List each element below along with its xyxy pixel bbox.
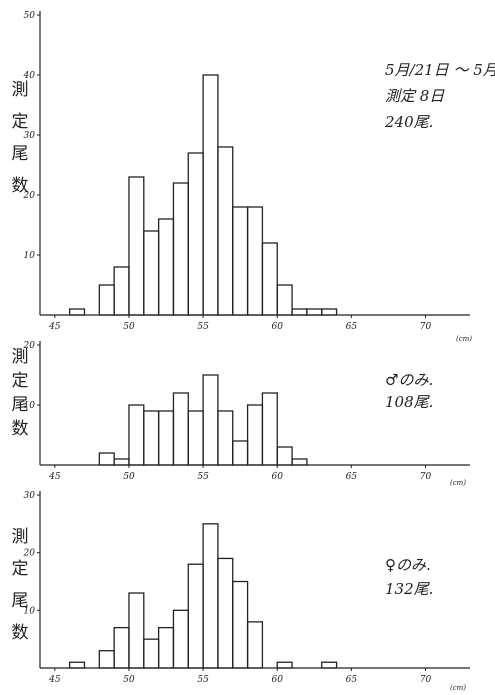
histogram-bar xyxy=(232,440,249,466)
annotation-line: ♂のみ. xyxy=(385,371,433,389)
histogram-bar xyxy=(128,404,145,466)
x-tick-label: 70 xyxy=(420,675,432,685)
histogram-bar xyxy=(98,284,115,316)
y-tick-label: 10 xyxy=(24,606,36,616)
y-tick-label: 20 xyxy=(23,191,36,201)
x-tick-label: 65 xyxy=(346,472,358,482)
annotation-line: 132尾. xyxy=(385,580,433,598)
histogram-bar xyxy=(157,626,175,669)
histogram-bar xyxy=(98,452,115,466)
histogram-bar xyxy=(232,580,249,669)
y-tick-label: 20 xyxy=(23,549,36,559)
y-tick-label: 40 xyxy=(23,71,36,81)
histogram-bar xyxy=(291,458,308,466)
histogram-bar xyxy=(143,410,160,466)
x-tick-label: 50 xyxy=(123,322,135,332)
y-tick-label: 50 xyxy=(24,11,36,21)
x-tick-label: 55 xyxy=(197,472,209,482)
histogram-bar xyxy=(306,308,323,316)
y-tick-label: 10 xyxy=(24,251,36,261)
histogram-bar xyxy=(276,661,293,669)
y-axis-label-char: 数 xyxy=(12,623,29,643)
x-tick-label: 60 xyxy=(272,472,284,482)
histogram-bar xyxy=(98,650,115,669)
x-tick-label: 60 xyxy=(272,322,284,332)
histogram-bar xyxy=(172,182,189,316)
y-tick-label: 20 xyxy=(23,341,36,351)
histogram-bar xyxy=(157,218,175,316)
histogram-bar xyxy=(143,230,160,316)
y-tick-label: 10 xyxy=(24,401,36,411)
x-unit-label: (cm) xyxy=(450,684,466,692)
annotation-line: 240尾. xyxy=(384,113,433,131)
x-tick-label: 45 xyxy=(48,675,61,685)
x-tick-label: 70 xyxy=(420,472,432,482)
annotation-line: 108尾. xyxy=(385,393,433,411)
histogram-bar xyxy=(172,392,189,466)
x-unit-label: (cm) xyxy=(456,335,472,343)
histogram-bar xyxy=(187,563,204,669)
histogram-bar xyxy=(187,152,204,316)
x-tick-label: 65 xyxy=(346,675,358,685)
y-axis-label-char: 数 xyxy=(12,419,29,439)
histogram-bar xyxy=(172,609,189,669)
y-tick-label: 30 xyxy=(24,491,36,501)
histogram-bar xyxy=(276,446,293,466)
x-tick-label: 70 xyxy=(420,322,432,332)
x-tick-label: 65 xyxy=(346,322,358,332)
histogram-bar xyxy=(291,308,308,316)
histogram-bar xyxy=(246,206,264,316)
x-tick-label: 50 xyxy=(123,472,135,482)
y-axis-label-char: 定 xyxy=(12,371,29,391)
histogram-bar xyxy=(157,410,175,466)
histogram-bar xyxy=(232,206,249,316)
y-tick-label: 30 xyxy=(24,131,36,141)
histogram-bar xyxy=(246,621,264,669)
histogram-bar xyxy=(113,266,130,316)
histogram-bar xyxy=(321,661,338,669)
histogram-bar xyxy=(128,176,145,316)
x-tick-label: 60 xyxy=(272,675,284,685)
histogram-bar xyxy=(69,661,86,669)
y-axis-label-char: 定 xyxy=(12,112,29,132)
annotation-line: ♀のみ. xyxy=(385,556,431,574)
histogram-bar xyxy=(261,392,278,466)
histogram-bar xyxy=(321,308,338,316)
y-axis-label-char: 尾 xyxy=(12,144,29,164)
y-axis-label-char: 測 xyxy=(12,80,29,100)
histogram-bar xyxy=(187,410,204,466)
annotation-line: 5月/21日 〜 5月/28日 xyxy=(385,61,495,79)
histogram-bar xyxy=(276,284,293,316)
histogram-bar xyxy=(128,592,145,669)
x-tick-label: 50 xyxy=(123,675,135,685)
x-tick-label: 55 xyxy=(197,322,209,332)
annotation-line: 測定 8日 xyxy=(385,87,445,105)
y-axis-label-char: 測 xyxy=(12,527,29,547)
x-tick-label: 45 xyxy=(48,472,61,482)
histogram-bar xyxy=(143,638,160,669)
y-axis-label-char: 定 xyxy=(12,559,29,579)
x-tick-label: 55 xyxy=(197,675,209,685)
histogram-bar xyxy=(202,74,219,316)
histogram-bar xyxy=(261,242,278,316)
x-unit-label: (cm) xyxy=(450,479,466,487)
y-axis-label-char: 尾 xyxy=(12,591,29,611)
histogram-bar xyxy=(246,404,264,466)
histogram-bar xyxy=(69,308,86,316)
histogram-bar xyxy=(217,557,234,669)
histogram-bar xyxy=(217,146,234,316)
histogram-bar xyxy=(113,626,130,669)
y-axis-label-char: 測 xyxy=(12,347,29,367)
histogram-bar xyxy=(113,458,130,466)
y-axis-label-char: 尾 xyxy=(12,395,29,415)
histogram-bar xyxy=(217,410,234,466)
histogram-bar xyxy=(202,523,219,669)
histogram-bar xyxy=(202,374,219,466)
y-axis-label-char: 数 xyxy=(12,176,29,196)
x-tick-label: 45 xyxy=(48,322,61,332)
